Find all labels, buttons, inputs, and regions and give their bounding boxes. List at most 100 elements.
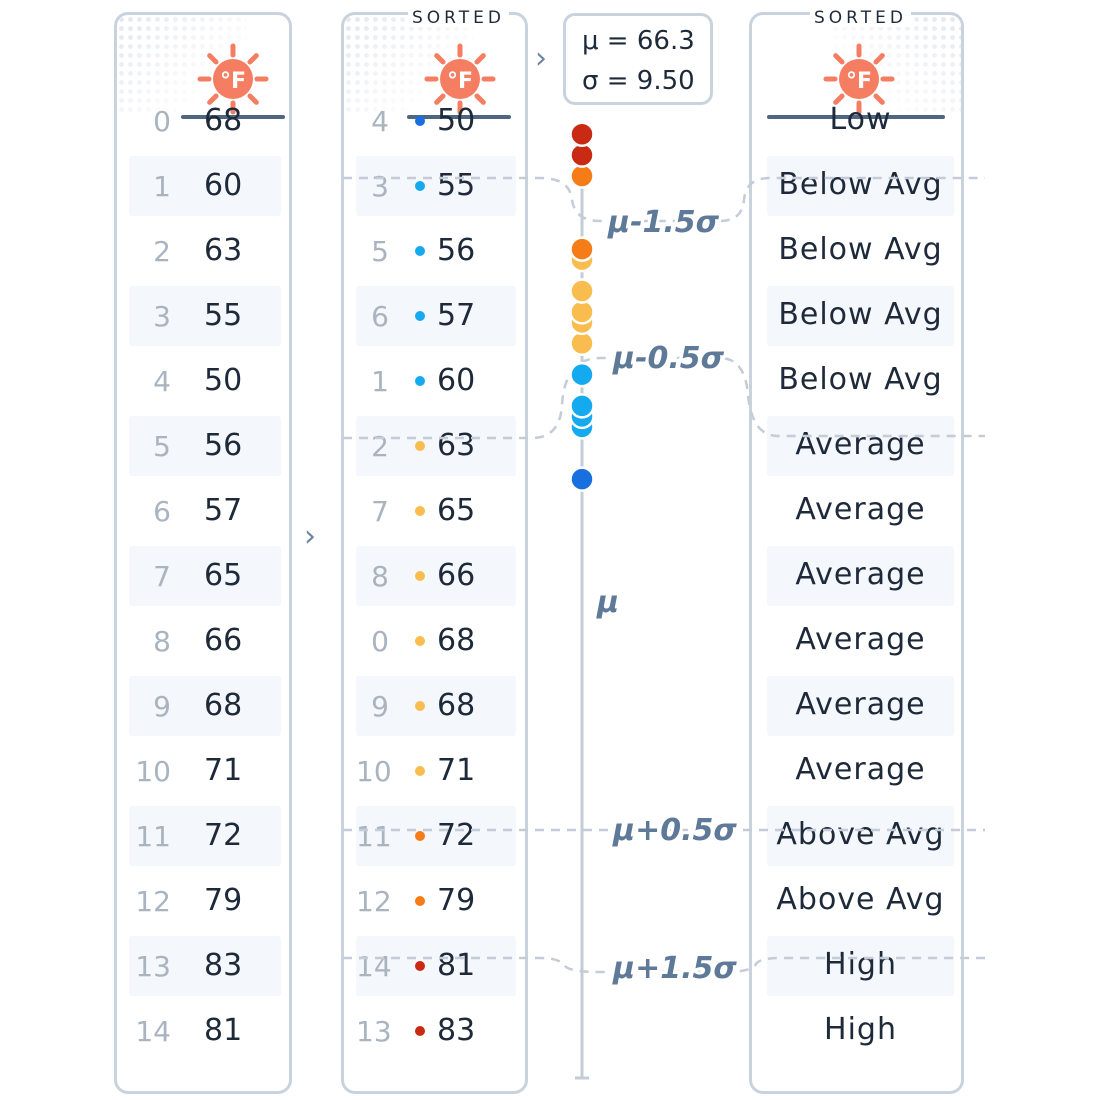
- row-index: 1: [371, 365, 389, 398]
- category-label: Average: [795, 557, 926, 592]
- svg-text:°F: °F: [846, 69, 872, 94]
- row-value: 72: [437, 818, 476, 853]
- category-bullet: [415, 571, 425, 581]
- row-index: 14: [356, 950, 392, 983]
- row-index: 10: [135, 755, 171, 788]
- row-index: 2: [371, 430, 389, 463]
- row-index: 7: [153, 560, 171, 593]
- table-row: Below Avg: [767, 351, 954, 411]
- table-row: 9 68: [129, 676, 281, 736]
- category-bullet: [415, 441, 425, 451]
- category-label: Above Avg: [776, 817, 945, 852]
- data-point: [569, 393, 595, 419]
- category-bullet: [415, 896, 425, 906]
- axis-arrow-icon: [574, 124, 590, 137]
- category-bullet: [415, 506, 425, 516]
- data-point: [569, 236, 595, 262]
- row-index: 10: [356, 755, 392, 788]
- sd-stat: σ = 9.50: [582, 66, 695, 96]
- table-row: 1 60: [356, 351, 516, 411]
- chevron-right-icon: ›: [535, 41, 547, 76]
- category-label: Low: [829, 102, 892, 137]
- table-row: Below Avg: [767, 286, 954, 346]
- category-bullet: [415, 636, 425, 646]
- category-label: Average: [795, 687, 926, 722]
- table-row: 4 50: [129, 351, 281, 411]
- row-index: 3: [153, 300, 171, 333]
- category-label: Average: [795, 427, 926, 462]
- row-index: 5: [153, 430, 171, 463]
- table-row: 2 63: [356, 416, 516, 476]
- original-panel: °F 0 68 1 60 2 63 3 55 4 50 5 56 6 57 7 65 8 66 9 68 10 71 11 7…: [114, 12, 292, 1094]
- sun-fahrenheit-icon: °F: [823, 43, 895, 115]
- category-label: High: [824, 1012, 897, 1047]
- data-point: [569, 299, 595, 325]
- row-value: 55: [204, 298, 243, 333]
- data-point: [569, 403, 595, 430]
- row-index: 4: [153, 365, 171, 398]
- row-value: 79: [204, 883, 243, 918]
- row-value: 63: [204, 233, 243, 268]
- data-point: [569, 246, 595, 273]
- row-value: 68: [204, 103, 243, 138]
- table-row: High: [767, 936, 954, 996]
- category-bullet: [415, 116, 425, 126]
- category-bullet: [415, 181, 425, 191]
- threshold-label-minus-0-5: μ-0.5σ: [612, 341, 725, 376]
- category-label: High: [824, 947, 897, 982]
- sun-fahrenheit-icon: °F: [424, 43, 496, 115]
- data-point: [569, 330, 595, 356]
- table-row: Average: [767, 481, 954, 541]
- threshold-label-minus-1-5: μ-1.5σ: [607, 205, 720, 240]
- row-value: 50: [437, 103, 476, 138]
- table-row: 12 79: [356, 871, 516, 931]
- row-value: 71: [437, 753, 476, 788]
- header-underline: [767, 115, 945, 119]
- row-value: 68: [204, 688, 243, 723]
- table-row: Low: [767, 91, 954, 151]
- table-row: 3 55: [129, 286, 281, 346]
- row-value: 50: [204, 363, 243, 398]
- data-point: [569, 121, 595, 147]
- row-index: 8: [371, 560, 389, 593]
- row-value: 66: [204, 623, 243, 658]
- category-bullet: [415, 311, 425, 321]
- table-row: Below Avg: [767, 156, 954, 216]
- table-row: 0 68: [356, 611, 516, 671]
- chevron-right-icon: ›: [304, 519, 316, 554]
- table-row: 8 66: [356, 546, 516, 606]
- threshold-label-plus-1-5: μ+1.5σ: [612, 951, 737, 986]
- category-label: Below Avg: [778, 297, 943, 332]
- table-row: 5 56: [129, 416, 281, 476]
- sorted-panel: SORTED °F 4 50 3 55 5 56 6 57 1 60 2 63 7 65 8 66 0 68 9 68…: [341, 9, 528, 1094]
- mean-stat: μ = 66.3: [582, 26, 695, 56]
- threshold-label-mu: μ: [596, 585, 619, 620]
- table-row: 6 57: [129, 481, 281, 541]
- data-point: [569, 278, 595, 304]
- category-label: Average: [795, 492, 926, 527]
- table-row: 3 55: [356, 156, 516, 216]
- table-row: 0 68: [129, 91, 281, 151]
- svg-text:°F: °F: [220, 69, 246, 94]
- table-row: 7 65: [356, 481, 516, 541]
- row-index: 13: [356, 1015, 392, 1048]
- row-index: 0: [371, 625, 389, 658]
- table-row: Average: [767, 611, 954, 671]
- row-value: 83: [204, 948, 243, 983]
- row-value: 65: [437, 493, 476, 528]
- category-label: Below Avg: [778, 232, 943, 267]
- row-value: 68: [437, 623, 476, 658]
- sorted-label: SORTED: [408, 9, 509, 27]
- category-bullet: [415, 831, 425, 841]
- row-index: 2: [153, 235, 171, 268]
- data-point: [569, 466, 595, 492]
- table-row: 5 56: [356, 221, 516, 281]
- header-underline: [407, 115, 511, 119]
- threshold-label-plus-0-5: μ+0.5σ: [612, 813, 737, 848]
- table-row: 10 71: [129, 741, 281, 801]
- table-row: 2 63: [129, 221, 281, 281]
- table-row: 8 66: [129, 611, 281, 671]
- row-value: 72: [204, 818, 243, 853]
- row-value: 71: [204, 753, 243, 788]
- row-value: 81: [204, 1013, 243, 1048]
